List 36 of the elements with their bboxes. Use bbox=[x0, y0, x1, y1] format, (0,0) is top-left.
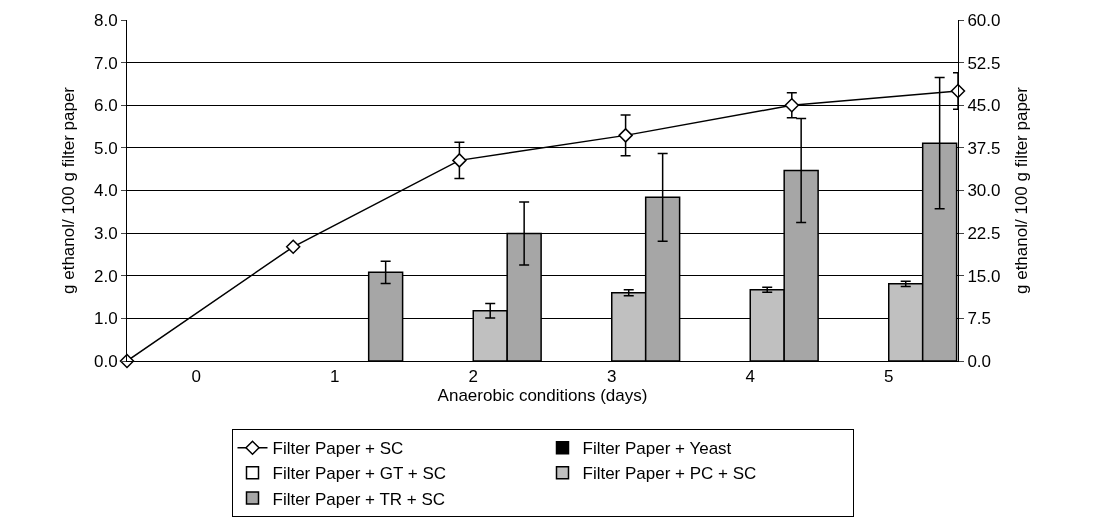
x-tick-label: 3 bbox=[607, 367, 617, 387]
y-axis-title: g ethanol/ 100 g filter paper bbox=[58, 86, 78, 294]
y2-tick-label: 22.5 bbox=[967, 224, 1001, 244]
y-tick-label: 5.0 bbox=[93, 138, 118, 158]
y-tick-label: 3.0 bbox=[93, 224, 118, 244]
legend-label: Filter Paper + GT + SC bbox=[272, 464, 447, 484]
y-tick-label: 0.0 bbox=[93, 351, 118, 371]
y-tick-label: 4.0 bbox=[93, 181, 118, 201]
y2-tick-label: 60.0 bbox=[967, 10, 1001, 30]
y2-axis-title: g ethanol/ 100 g filter paper bbox=[1011, 86, 1031, 294]
x-tick-label: 1 bbox=[330, 367, 340, 387]
y-tick-label: 7.0 bbox=[93, 53, 118, 73]
x-tick-label: 5 bbox=[884, 367, 894, 387]
y2-tick-label: 52.5 bbox=[967, 53, 1001, 73]
x-axis-title: Anaerobic conditions (days) bbox=[437, 386, 648, 406]
y-tick-label: 1.0 bbox=[93, 309, 118, 329]
point bbox=[618, 128, 633, 143]
x-tick-label: 0 bbox=[191, 367, 201, 387]
point bbox=[452, 153, 467, 168]
y2-tick-label: 15.0 bbox=[967, 266, 1001, 286]
y-tick-label: 6.0 bbox=[93, 96, 118, 116]
point bbox=[285, 239, 301, 255]
legend-label: Filter Paper + PC + SC bbox=[582, 464, 757, 484]
legend-label: Filter Paper + Yeast bbox=[582, 439, 732, 459]
point bbox=[784, 98, 800, 113]
y2-tick-label: 7.5 bbox=[967, 309, 992, 329]
y-tick-label: 8.0 bbox=[93, 10, 118, 30]
legend-label: Filter Paper + TR + SC bbox=[272, 489, 446, 509]
legend-label: Filter Paper + SC bbox=[272, 439, 404, 459]
y2-tick-label: 0.0 bbox=[967, 351, 992, 371]
y2-tick-label: 30.0 bbox=[967, 181, 1001, 201]
y2-tick-label: 37.5 bbox=[967, 138, 1001, 158]
y2-tick-label: 45.0 bbox=[967, 96, 1001, 116]
x-tick-label: 2 bbox=[468, 367, 478, 387]
y-tick-label: 2.0 bbox=[93, 266, 118, 286]
x-tick-label: 4 bbox=[745, 367, 755, 387]
